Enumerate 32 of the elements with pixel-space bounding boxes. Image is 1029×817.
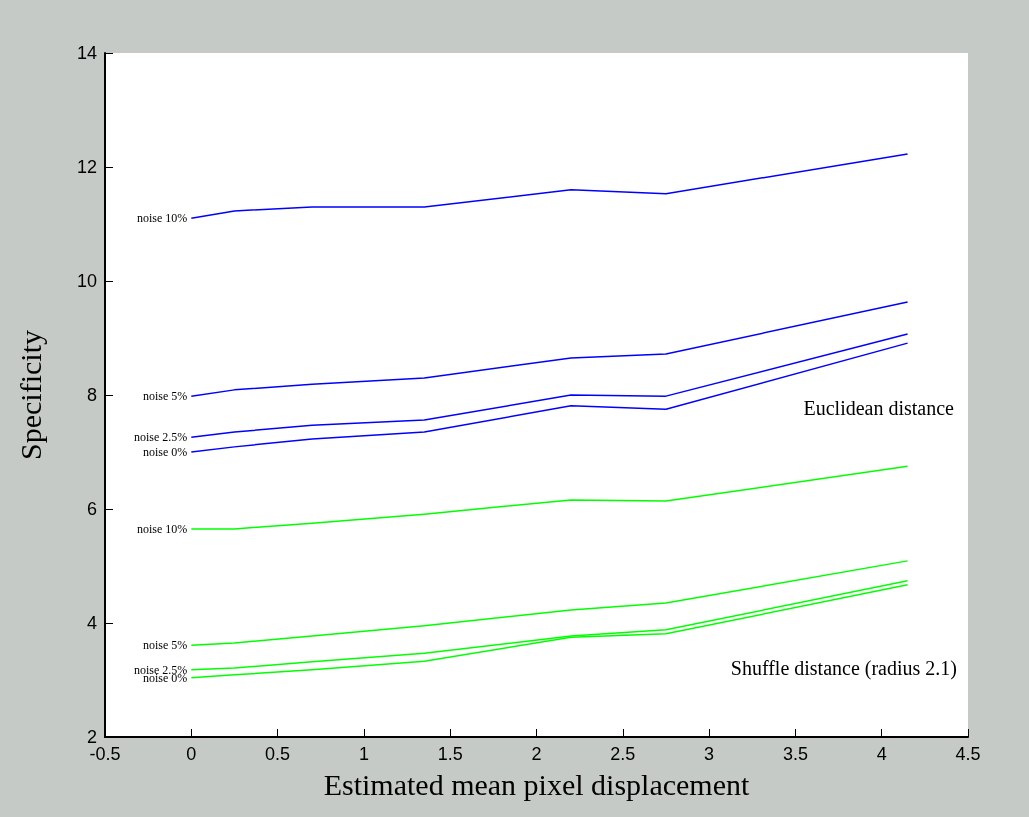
series-label: noise 10% [136,521,188,536]
y-tick-label: 12 [76,157,97,177]
series-label: noise 2.5% [133,430,188,445]
x-tick-label: 2.5 [610,744,636,764]
x-axis-title: Estimated mean pixel displacement [323,767,751,801]
y-axis-title: Specificity [13,330,47,460]
series-label: noise 5% [142,638,188,653]
series-label: noise 10% [136,211,188,226]
x-tick-label: 4.5 [955,744,981,764]
line-series [190,465,909,530]
series-label: noise 5% [142,389,188,404]
y-tick-label: 6 [86,499,97,519]
x-tick-label: 3.5 [782,744,808,764]
y-tick-label: 4 [86,613,97,633]
x-tick-label: 3 [704,744,715,764]
line-series [190,153,909,220]
line-series [190,301,909,397]
x-tick-label: -0.5 [89,744,121,764]
annotation: Shuffle distance (radius 2.1) [730,657,958,680]
annotation: Euclidean distance [803,397,955,419]
series-label: noise 0% [142,445,188,459]
x-tick-label: 1.5 [437,744,463,764]
y-tick-label: 10 [76,271,97,291]
y-tick-label: 2 [86,727,97,747]
x-tick-label: 0 [186,744,197,764]
x-tick-label: 0.5 [265,744,291,764]
y-tick-label: 14 [76,43,97,63]
x-tick-label: 4 [876,744,887,764]
y-tick-label: 8 [86,385,97,405]
line-series [190,560,909,646]
x-tick-label: 2 [531,744,542,764]
x-tick-label: 1 [358,744,369,764]
